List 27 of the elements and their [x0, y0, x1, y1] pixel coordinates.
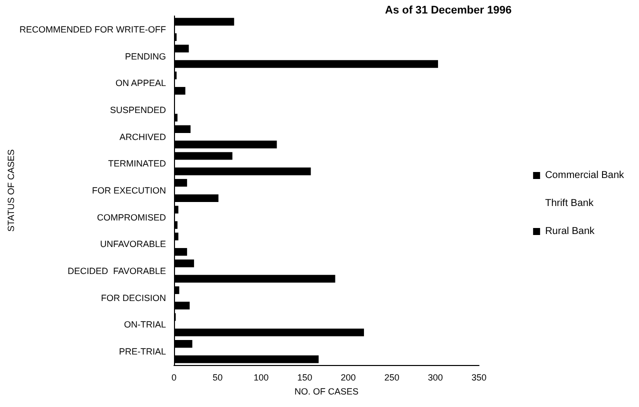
x-tick-label: 0	[171, 372, 177, 382]
legend-label: Commercial Bank	[545, 170, 625, 181]
y-tick-label: COMPROMISED	[96, 212, 166, 222]
x-tick-label: 200	[340, 372, 356, 382]
y-tick-label: ON APPEAL	[115, 78, 166, 88]
y-tick-label: PRE-TRIAL	[118, 346, 166, 357]
y-tick-label: UNFAVORABLE	[100, 239, 166, 250]
y-tick-label: PENDING	[124, 51, 166, 62]
x-tick-label: 50	[212, 372, 223, 382]
y-tick-label: RECOMMENDED FOR WRITE-OFF	[20, 24, 166, 34]
y-tick-label: FOR EXECUTION	[92, 186, 166, 196]
legend-label: Rural Bank	[545, 226, 596, 237]
y-axis-title: STATUS OF CASES	[6, 149, 16, 232]
x-tick-label: 150	[297, 372, 312, 382]
y-tick-label: TERMINATED	[108, 158, 166, 169]
chart-title: As of 31 December 1996	[385, 4, 512, 16]
x-tick-label: 300	[428, 372, 443, 382]
x-tick-label: 250	[384, 372, 400, 382]
y-tick-label: SUSPENDED	[110, 104, 166, 115]
y-tick-label: ON-TRIAL	[124, 320, 166, 330]
y-tick-label: DECIDED FAVORABLE	[68, 266, 166, 276]
x-tick-label: 100	[254, 372, 269, 382]
x-axis-title: NO. OF CASES	[294, 386, 359, 396]
y-tick-label: ARCHIVED	[119, 132, 166, 142]
text: Thrift Bank	[545, 198, 594, 209]
x-tick-label: 350	[471, 372, 487, 382]
y-tick-label: FOR DECISION	[100, 292, 166, 303]
